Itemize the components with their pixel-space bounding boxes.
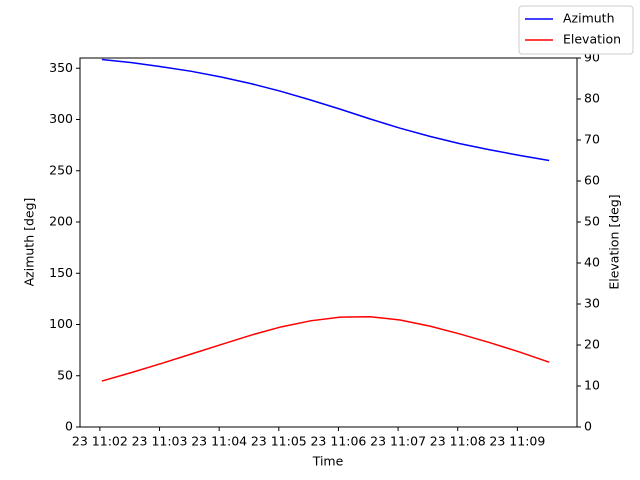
y2-tick-label: 50 [584,214,600,229]
x-tick-label: 23 11:08 [430,434,486,449]
series-line [101,315,550,382]
y-axis-label: Azimuth [deg] [22,198,37,287]
y2-tick-label: 10 [584,378,600,393]
x-tick-label: 23 11:02 [72,434,128,449]
y2-axis-label: Elevation [deg] [607,194,622,289]
series-line [101,58,550,162]
legend-box [518,5,634,55]
y-tick-label: 100 [49,316,73,331]
y2-tick-label: 60 [584,173,600,188]
x-tick-label: 23 11:09 [489,434,545,449]
y-tick-label: 150 [49,265,73,280]
y2-tick-label: 70 [584,132,600,147]
y2-tick-label: 0 [584,419,592,434]
x-tick-label: 23 11:05 [251,434,307,449]
y2-tick-label: 20 [584,337,600,352]
y-tick-label: 250 [49,162,73,177]
x-tick-label: 23 11:07 [370,434,426,449]
x-tick-label: 23 11:03 [132,434,188,449]
y-tick-label: 50 [57,367,73,382]
y-tick-label: 0 [65,419,73,434]
x-tick-label: 23 11:06 [310,434,366,449]
y2-tick-label: 80 [584,91,600,106]
legend-label: Azimuth [563,11,615,26]
legend-label: Elevation [563,32,621,47]
y2-tick-label: 30 [584,296,600,311]
plot-frame [79,57,578,428]
x-axis-label: Time [312,454,344,469]
x-tick-label: 23 11:04 [191,434,247,449]
y-tick-label: 200 [49,214,73,229]
y2-tick-label: 40 [584,255,600,270]
y-tick-label: 300 [49,111,73,126]
y-tick-label: 350 [49,60,73,75]
